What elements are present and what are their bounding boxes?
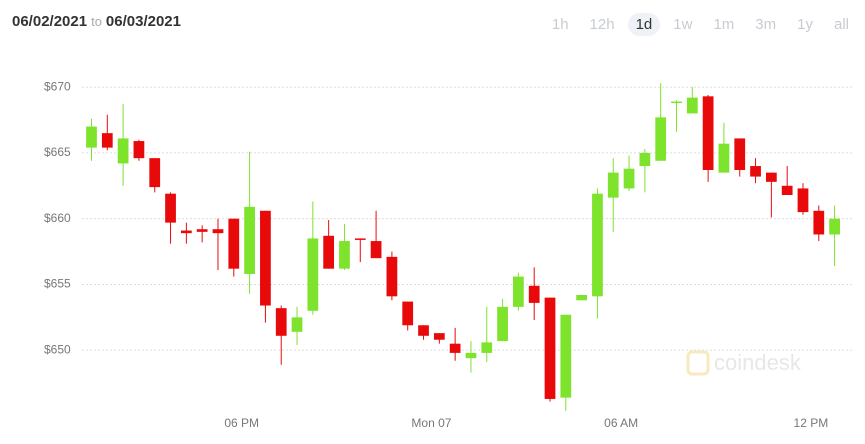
candle-body <box>370 241 382 259</box>
candle-body <box>718 143 730 173</box>
range-button[interactable]: 12h <box>589 16 615 33</box>
date-range: 06/02/2021 to 06/03/2021 <box>12 13 181 30</box>
range-button[interactable]: 1y <box>797 16 813 33</box>
range-button[interactable]: 1d <box>627 13 661 36</box>
candle-body <box>402 301 414 326</box>
candle-body <box>671 101 682 104</box>
range-button[interactable]: 1m <box>713 16 735 33</box>
candle-body <box>497 306 508 342</box>
candle-body <box>576 295 588 301</box>
candle-body <box>196 229 208 232</box>
watermark-icon <box>686 350 710 376</box>
candle-body <box>655 117 667 161</box>
candle-body <box>275 308 287 336</box>
candle-body <box>323 235 335 269</box>
candle-body <box>449 343 461 353</box>
candle-body <box>117 138 129 164</box>
end-date: 06/03/2021 <box>105 13 181 30</box>
candle-body <box>244 206 255 274</box>
candle-body <box>165 193 176 223</box>
candle-body <box>101 133 113 148</box>
candle-body <box>702 96 714 170</box>
y-tick-label: $660 <box>44 211 71 225</box>
candle-body <box>418 325 429 336</box>
start-date: 06/02/2021 <box>12 13 88 30</box>
candle-body <box>180 230 192 234</box>
candle-body <box>544 297 556 399</box>
range-buttons: 1h 12h 1d 1w 1m 3m 1y all <box>539 13 857 36</box>
y-tick-label: $650 <box>44 342 71 356</box>
candle-body <box>260 210 271 306</box>
candle-body <box>592 193 603 297</box>
candle-body <box>639 152 651 167</box>
x-tick-label: 06 PM <box>224 416 259 430</box>
watermark: coindesk <box>686 350 802 376</box>
candle-body <box>465 352 477 359</box>
candle-body <box>339 241 350 269</box>
y-tick-label: $655 <box>44 277 71 291</box>
candle-body <box>813 210 825 235</box>
candle-body <box>829 218 840 235</box>
candle-body <box>781 185 793 195</box>
candle-body <box>291 317 303 332</box>
candle-body <box>734 138 746 170</box>
x-tick-label: 12 PM <box>794 416 829 430</box>
range-button[interactable]: 1h <box>551 16 569 33</box>
candle-body <box>433 333 445 340</box>
y-tick-label: $670 <box>44 79 71 93</box>
watermark-text: coindesk <box>714 350 802 375</box>
candle-body <box>607 172 619 198</box>
candle-body <box>386 256 398 297</box>
candle-body <box>354 238 366 240</box>
candle-body <box>750 166 761 177</box>
candle-body <box>528 285 540 303</box>
candle-body <box>560 314 572 398</box>
candle-body <box>228 218 240 269</box>
candle-body <box>133 141 145 159</box>
candle-body <box>481 342 493 353</box>
candle-body <box>765 172 777 182</box>
separator: to <box>91 14 102 29</box>
x-tick-label: Mon 07 <box>411 416 451 430</box>
candle-body <box>307 238 319 311</box>
range-button[interactable]: 1w <box>673 16 693 33</box>
candle-body <box>686 97 698 114</box>
y-tick-label: $665 <box>44 145 71 159</box>
range-button[interactable]: 3m <box>755 16 777 33</box>
candle-body <box>797 188 809 213</box>
range-button[interactable]: all <box>833 16 849 33</box>
candle-body <box>149 158 161 188</box>
candle-body <box>86 126 97 148</box>
candle-body <box>513 276 524 307</box>
x-tick-label: 06 AM <box>604 416 638 430</box>
candle-body <box>623 168 635 189</box>
candle-body <box>212 229 224 234</box>
